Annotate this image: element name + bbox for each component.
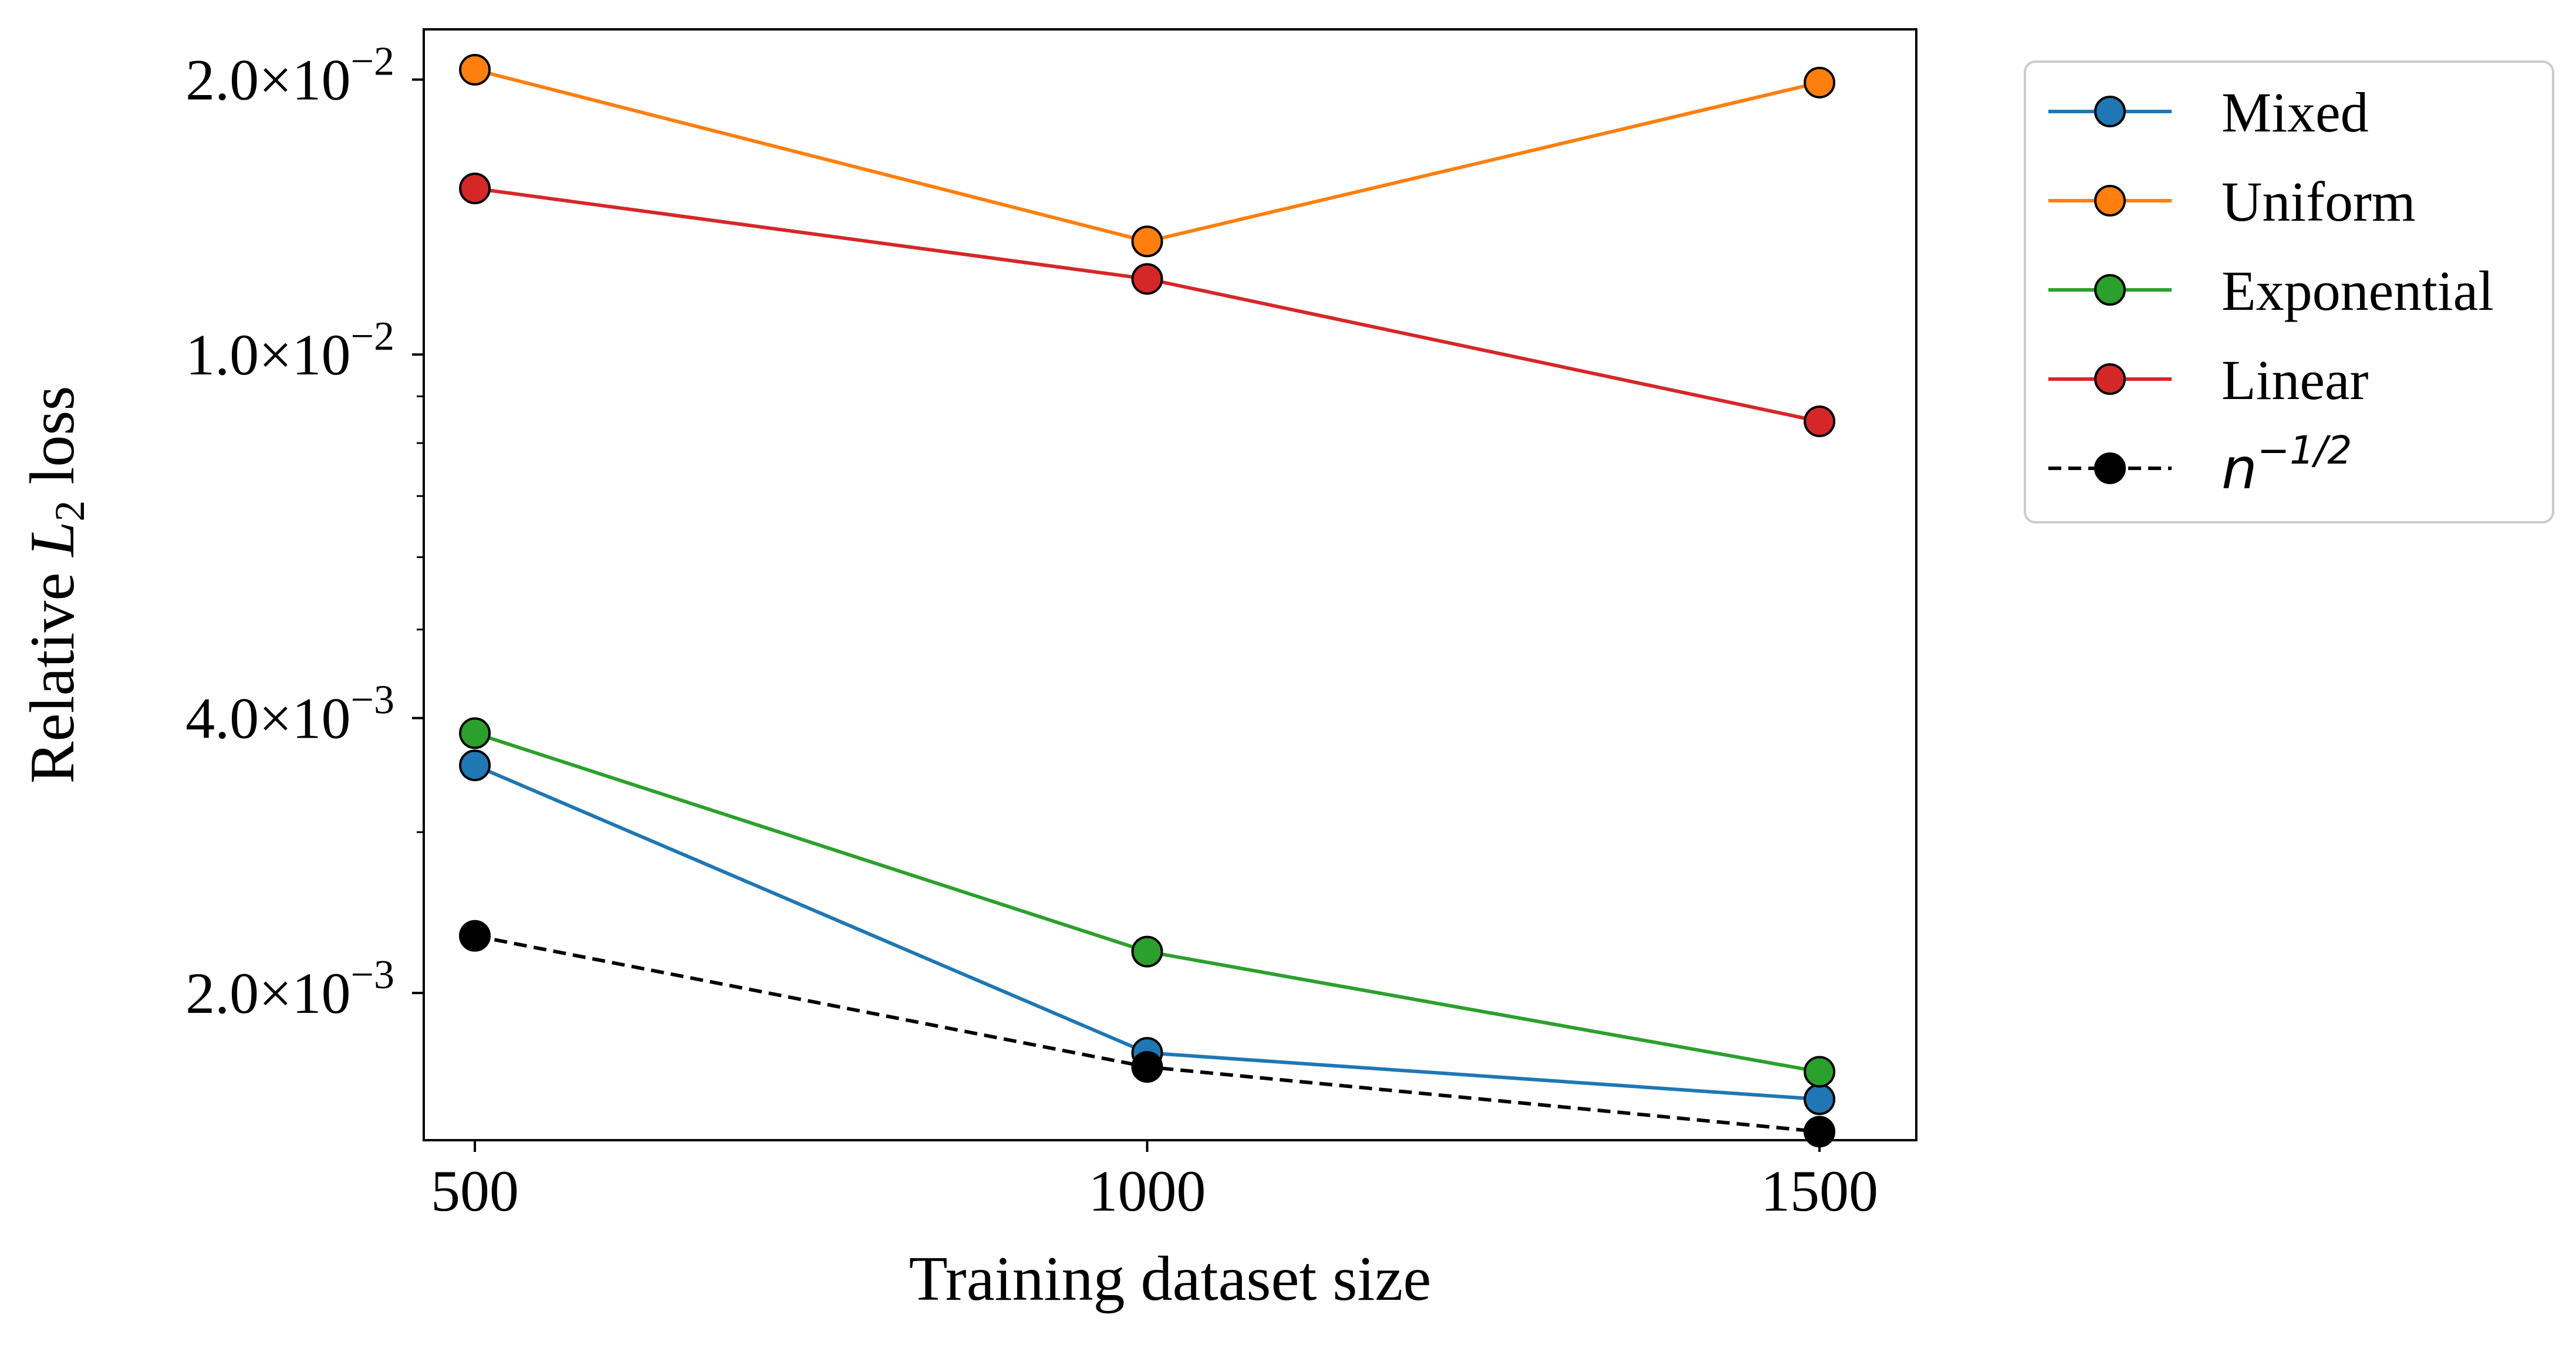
legend-label: Uniform [2221,170,2416,233]
series-2 [459,53,1836,258]
y-axis-label-math: L [18,522,87,558]
y-tick-mantissa: 2.0×10 [185,961,350,1026]
legend-marker [2094,96,2126,127]
legend-box [2024,60,2554,523]
legend-item: n−1/2 [2048,428,2352,502]
y-tick-mantissa: 2.0×10 [185,48,350,113]
data-point [1131,263,1163,295]
y-tick-exponent: −2 [351,39,394,85]
y-tick-exponent: −3 [351,678,394,723]
data-point [1804,1116,1836,1148]
y-axis-label-main: Relative [18,557,87,784]
data-point [459,749,491,782]
y-tick-label: 1.0×10−2 [185,314,394,387]
series-group [459,53,1836,1148]
data-point [1131,225,1163,258]
y-tick-mantissa: 1.0×10 [185,322,350,387]
y-tick-label: 2.0×10−2 [185,39,394,113]
plot-area [423,28,1917,1141]
data-point [459,53,491,86]
legend-label: n−1/2 [2221,428,2352,502]
legend-marker [2094,274,2126,306]
x-axis-ticks: 500 1000 1500 [431,1140,1878,1224]
data-point [459,717,491,749]
legend-label: Mixed [2221,81,2369,144]
x-tick-label: 1500 [1761,1158,1878,1224]
legend-item: Uniform [2048,170,2416,233]
data-point [1804,66,1836,99]
series-4 [459,173,1836,438]
series-line [474,187,1820,423]
data-point [1131,1051,1163,1083]
legend-item: Exponential [2048,259,2494,322]
x-tick-label: 1000 [1089,1158,1206,1224]
data-point [1804,405,1836,438]
legend-label: Exponential [2221,259,2494,322]
series-3 [459,717,1836,1088]
y-axis-label: Relative L2 loss [18,386,93,783]
y-axis-ticks: 2.0×10−21.0×10−24.0×10−32.0×10−3 [185,39,424,1026]
y-tick-mantissa: 4.0×10 [185,686,350,751]
legend: Mixed Uniform Exponential Linear n−1/2 [2024,60,2554,523]
data-point [459,920,491,952]
y-axis-label-tail: loss [18,386,87,500]
y-tick-exponent: −2 [351,314,394,359]
y-tick-exponent: −3 [351,952,394,998]
x-tick-label: 500 [431,1158,519,1224]
data-point [1131,935,1163,968]
data-point [459,173,491,205]
series-line [474,731,1820,1074]
legend-item: Linear [2048,349,2369,411]
y-tick-label: 2.0×10−3 [185,952,394,1026]
x-axis-label: Training dataset size [909,1244,1432,1314]
legend-label: Linear [2221,349,2369,411]
data-point [1804,1056,1836,1088]
legend-item: Mixed [2048,81,2369,144]
data-point [1804,1083,1836,1116]
legend-marker [2094,185,2126,217]
legend-marker [2094,452,2126,484]
y-axis-label-subscript: 2 [46,501,93,522]
legend-marker [2094,363,2126,395]
y-tick-label: 4.0×10−3 [185,678,394,751]
plot-frame [423,28,1917,1141]
series-5 [459,920,1836,1148]
